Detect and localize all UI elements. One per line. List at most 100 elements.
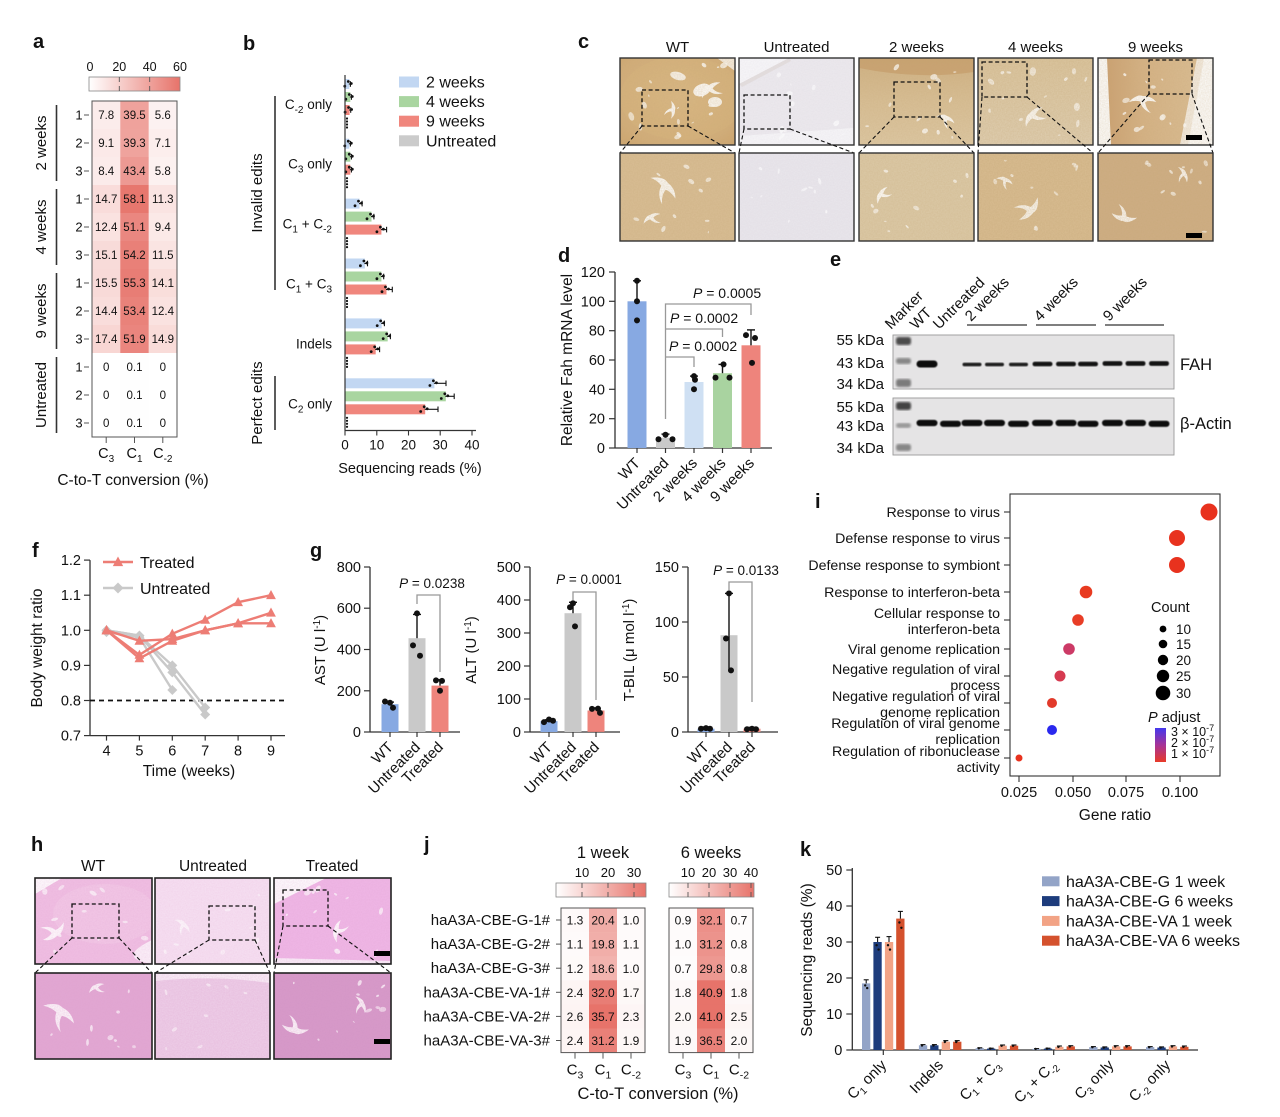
svg-text:8: 8 bbox=[234, 744, 242, 760]
svg-text:Regulation of ribonuclease: Regulation of ribonuclease bbox=[832, 744, 1000, 760]
svg-text:2 weeks: 2 weeks bbox=[889, 39, 944, 56]
svg-text:14.7: 14.7 bbox=[95, 194, 117, 206]
svg-text:0.9: 0.9 bbox=[61, 658, 81, 674]
svg-text:14.1: 14.1 bbox=[152, 278, 174, 290]
svg-text:2: 2 bbox=[75, 388, 82, 403]
svg-text:5: 5 bbox=[135, 744, 143, 760]
svg-text:3: 3 bbox=[75, 416, 82, 431]
svg-text:Body weight ratio: Body weight ratio bbox=[29, 589, 46, 708]
svg-text:55 kDa: 55 kDa bbox=[836, 399, 884, 416]
svg-text:4 weeks: 4 weeks bbox=[1031, 274, 1082, 325]
svg-text:9 weeks: 9 weeks bbox=[426, 114, 485, 131]
svg-text:Time (weeks): Time (weeks) bbox=[143, 763, 235, 780]
svg-text:7: 7 bbox=[201, 744, 209, 760]
svg-text:10: 10 bbox=[826, 1007, 842, 1023]
svg-text:genome replication: genome replication bbox=[880, 705, 1000, 721]
svg-text:C2 only: C2 only bbox=[288, 396, 332, 415]
svg-text:haA3A-CBE-VA-2#: haA3A-CBE-VA-2# bbox=[424, 1008, 551, 1025]
svg-text:AST (U l-1): AST (U l-1) bbox=[312, 615, 329, 685]
svg-text:Count: Count bbox=[1151, 600, 1190, 616]
svg-text:C1: C1 bbox=[703, 1062, 720, 1082]
svg-text:1: 1 bbox=[75, 108, 82, 123]
svg-text:20: 20 bbox=[401, 438, 416, 453]
svg-text:6 weeks: 6 weeks bbox=[681, 844, 742, 862]
svg-text:29.8: 29.8 bbox=[699, 962, 723, 976]
svg-text:7.8: 7.8 bbox=[98, 110, 114, 122]
svg-text:20: 20 bbox=[702, 865, 716, 880]
svg-text:200: 200 bbox=[497, 659, 521, 675]
svg-text:10: 10 bbox=[369, 438, 384, 453]
svg-text:haA3A-CBE-G 6 weeks: haA3A-CBE-G 6 weeks bbox=[1066, 894, 1233, 911]
svg-text:Indels: Indels bbox=[296, 336, 332, 351]
svg-text:34 kDa: 34 kDa bbox=[836, 440, 884, 457]
svg-text:c: c bbox=[578, 31, 589, 53]
svg-text:process: process bbox=[950, 678, 1000, 694]
svg-text:43 kDa: 43 kDa bbox=[836, 418, 884, 435]
svg-text:100: 100 bbox=[581, 294, 605, 310]
svg-text:39.5: 39.5 bbox=[123, 110, 145, 122]
svg-text:41.0: 41.0 bbox=[699, 1010, 723, 1024]
svg-text:1.1: 1.1 bbox=[623, 938, 640, 952]
svg-text:100: 100 bbox=[655, 615, 679, 631]
svg-text:g: g bbox=[310, 540, 322, 562]
svg-text:e: e bbox=[830, 249, 841, 271]
svg-text:Sequencing reads (%): Sequencing reads (%) bbox=[338, 461, 481, 477]
svg-text:3: 3 bbox=[75, 248, 82, 263]
svg-text:9 weeks: 9 weeks bbox=[1128, 39, 1183, 56]
svg-text:activity: activity bbox=[957, 760, 1001, 776]
svg-text:Treated: Treated bbox=[306, 858, 359, 875]
svg-text:Cellular response to: Cellular response to bbox=[874, 606, 1000, 622]
svg-text:C3 only: C3 only bbox=[1071, 1056, 1120, 1105]
svg-text:9.4: 9.4 bbox=[155, 222, 172, 234]
svg-text:C1 only: C1 only bbox=[844, 1056, 893, 1105]
svg-text:20.4: 20.4 bbox=[591, 914, 615, 928]
svg-text:Untreated: Untreated bbox=[179, 858, 247, 875]
svg-text:55.3: 55.3 bbox=[123, 278, 145, 290]
svg-text:30: 30 bbox=[1176, 686, 1191, 701]
svg-text:50: 50 bbox=[663, 670, 679, 686]
svg-text:9 weeks: 9 weeks bbox=[33, 283, 50, 338]
svg-text:600: 600 bbox=[337, 601, 361, 617]
svg-text:Defense response to virus: Defense response to virus bbox=[835, 531, 1000, 547]
svg-text:1.2: 1.2 bbox=[567, 962, 584, 976]
svg-text:35.7: 35.7 bbox=[591, 1010, 615, 1024]
svg-text:30: 30 bbox=[627, 865, 641, 880]
svg-text:2 weeks: 2 weeks bbox=[33, 115, 50, 170]
svg-text:i: i bbox=[815, 491, 821, 513]
svg-text:2: 2 bbox=[75, 304, 82, 319]
svg-text:60: 60 bbox=[173, 60, 187, 74]
svg-text:1 week: 1 week bbox=[577, 844, 630, 862]
svg-text:54.2: 54.2 bbox=[123, 250, 145, 262]
svg-text:C1 + C-2: C1 + C-2 bbox=[1011, 1057, 1063, 1109]
svg-text:19.8: 19.8 bbox=[591, 938, 615, 952]
svg-text:400: 400 bbox=[337, 643, 361, 659]
svg-text:C-2: C-2 bbox=[621, 1062, 641, 1082]
svg-text:6: 6 bbox=[168, 744, 176, 760]
svg-text:12.4: 12.4 bbox=[152, 306, 175, 318]
svg-text:10: 10 bbox=[1176, 622, 1191, 637]
svg-text:Viral genome replication: Viral genome replication bbox=[848, 642, 1000, 658]
svg-text:18.6: 18.6 bbox=[591, 962, 615, 976]
svg-text:1.1: 1.1 bbox=[61, 588, 81, 604]
svg-text:haA3A-CBE-VA-3#: haA3A-CBE-VA-3# bbox=[424, 1033, 551, 1050]
svg-text:11.3: 11.3 bbox=[152, 194, 174, 206]
svg-text:20: 20 bbox=[601, 865, 615, 880]
svg-text:300: 300 bbox=[497, 626, 521, 642]
svg-text:P = 0.0002: P = 0.0002 bbox=[669, 338, 737, 354]
svg-text:14.4: 14.4 bbox=[95, 306, 118, 318]
svg-text:34 kDa: 34 kDa bbox=[836, 376, 884, 393]
svg-text:39.3: 39.3 bbox=[123, 138, 145, 150]
svg-text:C-2 only: C-2 only bbox=[1126, 1056, 1177, 1107]
svg-text:C1 + C-2: C1 + C-2 bbox=[283, 217, 333, 236]
svg-text:0: 0 bbox=[834, 1043, 842, 1059]
svg-text:30: 30 bbox=[826, 935, 842, 951]
svg-text:1.0: 1.0 bbox=[623, 962, 640, 976]
svg-text:C1 + C3: C1 + C3 bbox=[286, 277, 332, 296]
svg-text:30: 30 bbox=[433, 438, 448, 453]
svg-text:20: 20 bbox=[826, 971, 842, 987]
svg-text:0.8: 0.8 bbox=[731, 938, 748, 952]
svg-text:0.7: 0.7 bbox=[61, 729, 81, 745]
svg-text:0.075: 0.075 bbox=[1108, 785, 1144, 801]
svg-text:3: 3 bbox=[75, 164, 82, 179]
svg-text:Untreated: Untreated bbox=[426, 133, 496, 150]
